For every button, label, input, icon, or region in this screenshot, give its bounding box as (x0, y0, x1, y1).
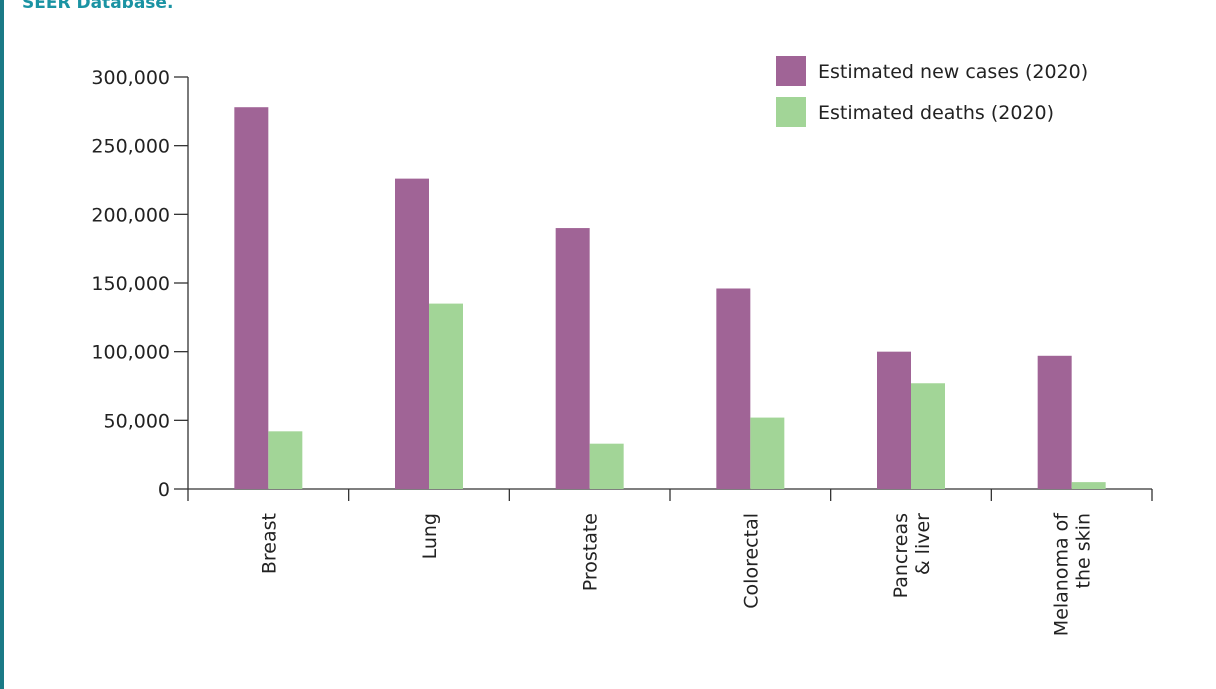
x-category-label: Breast (258, 513, 280, 574)
x-category-label: Melanoma of (1051, 512, 1073, 636)
x-category-label: & liver (912, 513, 934, 575)
bar-new-cases (877, 351, 911, 489)
bar-new-cases (716, 288, 751, 489)
legend-swatch (776, 97, 806, 127)
x-category-label: Prostate (580, 513, 602, 591)
y-tick-label: 150,000 (91, 273, 170, 295)
y-tick-label: 50,000 (104, 410, 170, 432)
bar-new-cases (234, 107, 269, 490)
y-tick-label: 100,000 (91, 342, 170, 364)
y-tick-label: 200,000 (91, 204, 170, 226)
frame-border (0, 0, 4, 689)
bar-deaths (750, 417, 785, 489)
x-category-label: Pancreas (890, 513, 912, 598)
y-tick-label: 250,000 (91, 136, 170, 158)
bar-deaths (429, 303, 463, 489)
x-category-label: Colorectal (740, 513, 762, 609)
legend-label: Estimated new cases (2020) (818, 61, 1088, 83)
legend-label: Estimated deaths (2020) (818, 102, 1054, 124)
x-category-label: Lung (419, 513, 441, 559)
legend-swatch (776, 56, 806, 86)
y-tick-label: 0 (158, 479, 170, 501)
bar-deaths (268, 431, 303, 489)
bar-deaths (589, 443, 624, 489)
bar-deaths (1071, 482, 1106, 489)
bar-new-cases (1037, 355, 1072, 489)
x-category-label: the skin (1073, 513, 1095, 588)
source-caption: SEER Database. (22, 0, 174, 13)
bar-new-cases (555, 228, 590, 490)
y-tick-label: 300,000 (91, 67, 170, 89)
bar-new-cases (395, 178, 429, 490)
bar-deaths (911, 383, 945, 489)
